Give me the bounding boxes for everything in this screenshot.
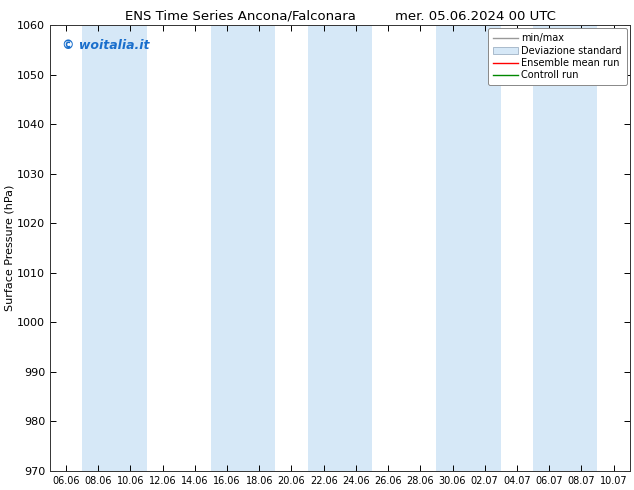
Bar [211,25,275,471]
Bar [307,25,372,471]
Bar [533,25,597,471]
Text: © woitalia.it: © woitalia.it [61,39,149,51]
Text: ENS Time Series Ancona/Falconara: ENS Time Series Ancona/Falconara [126,10,356,23]
Y-axis label: Surface Pressure (hPa): Surface Pressure (hPa) [4,185,14,311]
Bar [436,25,501,471]
Text: mer. 05.06.2024 00 UTC: mer. 05.06.2024 00 UTC [395,10,556,23]
Legend: min/max, Deviazione standard, Ensemble mean run, Controll run: min/max, Deviazione standard, Ensemble m… [488,28,627,85]
Bar [82,25,146,471]
